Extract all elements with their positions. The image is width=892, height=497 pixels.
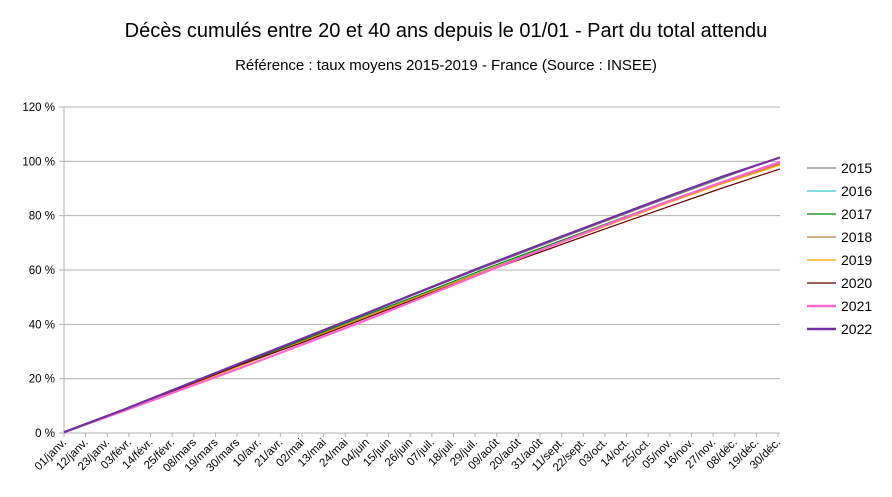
gridlines xyxy=(64,106,780,434)
legend-label-2016: 2016 xyxy=(841,183,872,199)
series-lines xyxy=(63,156,781,434)
legend-label-2019: 2019 xyxy=(841,252,872,268)
series-line-2021 xyxy=(63,160,781,434)
y-tick-label: 60 % xyxy=(29,265,55,277)
legend: 2015 2016 2017 2018 2019 2020 2021 2022 xyxy=(807,160,872,337)
legend-label-2021: 2021 xyxy=(841,298,872,314)
axes xyxy=(59,106,780,437)
chart-subtitle: Référence : taux moyens 2015-2019 - Fran… xyxy=(235,57,657,74)
y-tick-labels: 0 % 20 % 40 % 60 % 80 % 100 % 120 % xyxy=(22,102,55,440)
legend-label-2015: 2015 xyxy=(841,160,872,176)
y-tick-label: 100 % xyxy=(22,156,55,168)
y-tick-label: 0 % xyxy=(35,428,55,440)
legend-label-2018: 2018 xyxy=(841,229,872,245)
y-tick-label: 20 % xyxy=(29,374,55,386)
legend-label-2022: 2022 xyxy=(841,321,872,337)
y-tick-label: 80 % xyxy=(29,211,55,223)
series-line-2022 xyxy=(63,156,781,434)
y-tick-label: 40 % xyxy=(29,319,55,331)
x-tick-labels: 01/janv.12/janv.23/janv.03/févr.14/févr.… xyxy=(33,436,783,474)
legend-label-2020: 2020 xyxy=(841,275,872,291)
legend-label-2017: 2017 xyxy=(841,206,872,222)
y-tick-label: 120 % xyxy=(22,102,55,114)
chart-title: Décès cumulés entre 20 et 40 ans depuis … xyxy=(124,20,768,42)
